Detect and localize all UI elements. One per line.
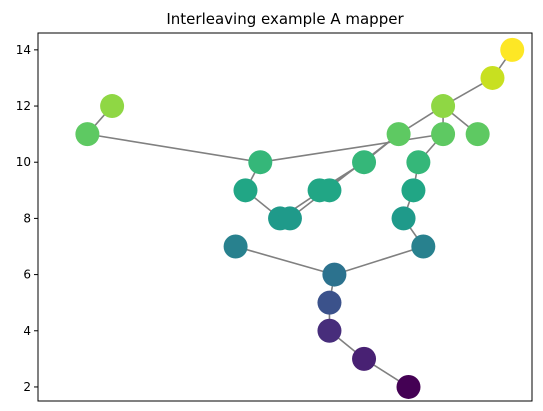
graph-node <box>391 206 416 231</box>
graph-edge <box>260 133 444 164</box>
graph-node <box>386 122 411 147</box>
graph-node <box>75 122 100 147</box>
chart-title: Interleaving example A mapper <box>166 10 404 28</box>
graph-node <box>480 65 505 90</box>
graph-node <box>100 94 125 119</box>
graph-node <box>396 374 421 399</box>
graph-node <box>317 318 342 343</box>
graph-node <box>406 150 431 175</box>
graph-node <box>401 178 426 203</box>
graph-node <box>248 150 273 175</box>
y-tick-label: 4 <box>23 324 31 338</box>
graph-node <box>431 94 456 119</box>
graph-node <box>233 178 258 203</box>
y-tick-label: 6 <box>23 268 31 282</box>
graph-edge <box>235 245 335 276</box>
graph-node <box>352 346 377 371</box>
graph-node <box>277 206 302 231</box>
graph-node <box>317 178 342 203</box>
graph-node <box>317 290 342 315</box>
graph-edge <box>87 133 261 164</box>
graph-node <box>500 37 525 62</box>
y-tick-label: 2 <box>23 380 31 394</box>
graph-node <box>431 122 456 147</box>
y-tick-label: 8 <box>23 211 31 225</box>
graph-node <box>322 262 347 287</box>
graph-node <box>411 234 436 259</box>
nodes-layer <box>75 37 525 399</box>
y-tick-label: 10 <box>16 155 31 169</box>
graph-node <box>352 150 377 175</box>
y-tick-label: 14 <box>16 43 31 57</box>
y-tick-label: 12 <box>16 99 31 113</box>
y-axis: 2 4 6 8 10 12 14 <box>16 43 38 394</box>
plot-frame <box>37 32 533 402</box>
graph-node <box>465 122 490 147</box>
graph-node <box>223 234 248 259</box>
graph-edge <box>334 245 424 276</box>
